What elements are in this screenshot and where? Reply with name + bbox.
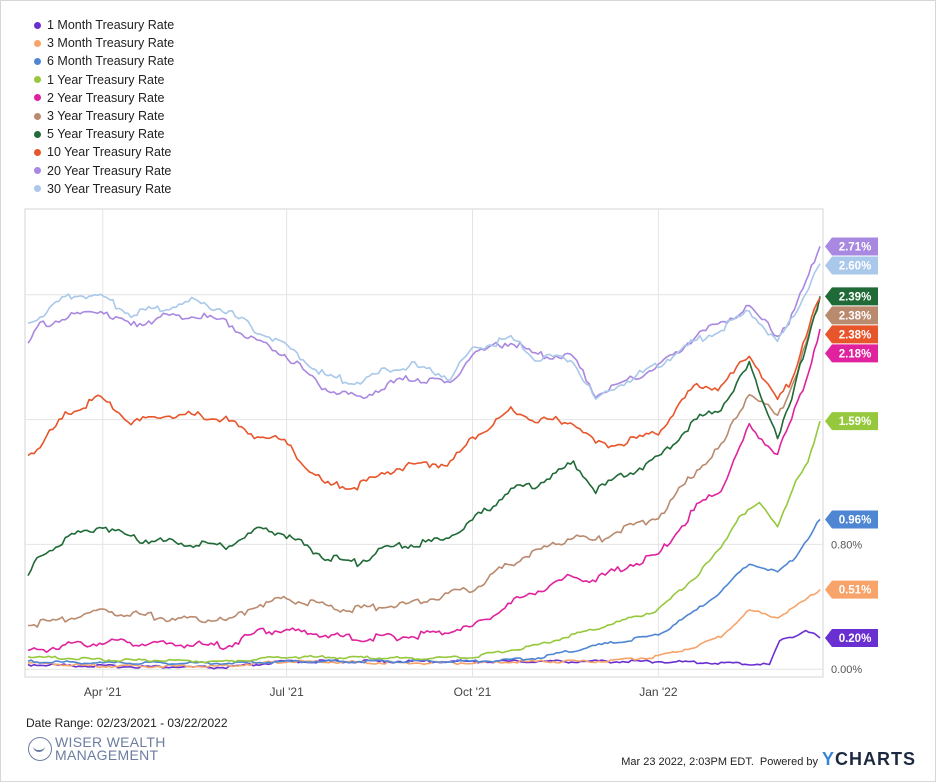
y-tick-label: 0.00%	[831, 664, 862, 676]
legend-label: 1 Month Treasury Rate	[47, 18, 175, 33]
end-value-tag	[825, 287, 878, 306]
footer-attribution: Mar 23 2022, 2:03PM EDT. Powered by YCHA…	[621, 749, 916, 770]
end-value-tag	[825, 237, 878, 256]
ycharts-logo-y: Y	[821, 749, 835, 769]
end-value-label: 0.51%	[839, 585, 872, 597]
legend-label: 3 Year Treasury Rate	[47, 109, 165, 124]
series-line	[27, 589, 821, 669]
y-tick-label: 0.80%	[831, 539, 862, 551]
legend-item[interactable]: 20 Year Treasury Rate	[34, 162, 174, 180]
plot-area	[24, 208, 824, 678]
legend-item[interactable]: 1 Month Treasury Rate	[34, 16, 174, 34]
ycharts-logo-text: CHARTS	[835, 749, 916, 769]
x-tick-label: Jan '22	[639, 685, 678, 699]
end-value-label: 2.71%	[839, 241, 872, 253]
logo-mark-icon	[28, 737, 52, 761]
legend-item[interactable]: 30 Year Treasury Rate	[34, 180, 174, 198]
legend-dot-icon	[34, 112, 41, 120]
legend-label: 10 Year Treasury Rate	[47, 145, 172, 160]
end-value-label: 2.38%	[839, 310, 872, 322]
legend-dot-icon	[34, 130, 41, 138]
legend-label: 5 Year Treasury Rate	[47, 127, 165, 142]
end-value-label: 2.38%	[839, 329, 872, 341]
end-value-tag	[825, 412, 878, 431]
legend-item[interactable]: 5 Year Treasury Rate	[34, 125, 174, 143]
end-value-label: 1.59%	[839, 416, 872, 428]
legend-item[interactable]: 3 Month Treasury Rate	[34, 34, 174, 52]
legend-item[interactable]: 1 Year Treasury Rate	[34, 71, 174, 89]
chart-legend: 1 Month Treasury Rate 3 Month Treasury R…	[34, 16, 174, 198]
end-value-tag	[825, 344, 878, 363]
series-line	[27, 328, 821, 653]
series-line	[27, 263, 821, 400]
end-value-label: 0.96%	[839, 514, 872, 526]
end-value-tag	[825, 256, 878, 275]
series-line	[27, 297, 821, 491]
legend-label: 3 Month Treasury Rate	[47, 36, 175, 51]
legend-dot-icon	[34, 39, 41, 47]
date-range: Date Range: 02/23/2021 - 03/22/2022	[26, 716, 228, 730]
legend-item[interactable]: 10 Year Treasury Rate	[34, 143, 174, 161]
legend-label: 20 Year Treasury Rate	[47, 163, 172, 178]
end-value-tag	[825, 510, 878, 529]
legend-item[interactable]: 6 Month Treasury Rate	[34, 52, 174, 70]
series-line	[28, 297, 821, 628]
legend-label: 6 Month Treasury Rate	[47, 54, 175, 69]
end-value-label: 2.60%	[839, 260, 872, 272]
logo-line-1: WISER WEALTH	[55, 734, 166, 750]
end-value-label: 2.18%	[839, 348, 872, 360]
end-value-tag	[825, 629, 878, 647]
series-line	[27, 296, 821, 576]
legend-label: 1 Year Treasury Rate	[47, 72, 165, 87]
legend-dot-icon	[34, 57, 41, 65]
legend-label: 2 Year Treasury Rate	[47, 90, 165, 105]
logo-line-2: MANAGEMENT	[55, 747, 159, 763]
legend-label: 30 Year Treasury Rate	[47, 181, 172, 196]
series-line	[27, 420, 821, 664]
legend-item[interactable]: 3 Year Treasury Rate	[34, 107, 174, 125]
end-value-label: 0.20%	[839, 633, 872, 645]
legend-dot-icon	[34, 76, 41, 84]
legend-dot-icon	[34, 167, 41, 175]
powered-by-label: Powered by	[759, 756, 818, 768]
ycharts-logo[interactable]: YCHARTS	[822, 749, 916, 770]
end-value-tag	[825, 325, 878, 344]
end-value-label: 2.39%	[839, 291, 872, 303]
company-logo: WISER WEALTH MANAGEMENT	[28, 734, 166, 763]
legend-dot-icon	[34, 185, 41, 193]
timestamp: Mar 23 2022, 2:03PM EDT.	[621, 756, 754, 768]
series-line	[27, 246, 821, 399]
legend-item[interactable]: 2 Year Treasury Rate	[34, 89, 174, 107]
legend-dot-icon	[34, 94, 41, 102]
x-tick-label: Oct '21	[454, 685, 492, 699]
x-tick-label: Apr '21	[84, 685, 122, 699]
series-line	[27, 629, 821, 670]
legend-dot-icon	[34, 148, 41, 156]
x-tick-label: Jul '21	[269, 685, 304, 699]
legend-dot-icon	[34, 21, 41, 29]
end-value-tag	[825, 306, 878, 325]
end-value-tag	[825, 580, 878, 599]
